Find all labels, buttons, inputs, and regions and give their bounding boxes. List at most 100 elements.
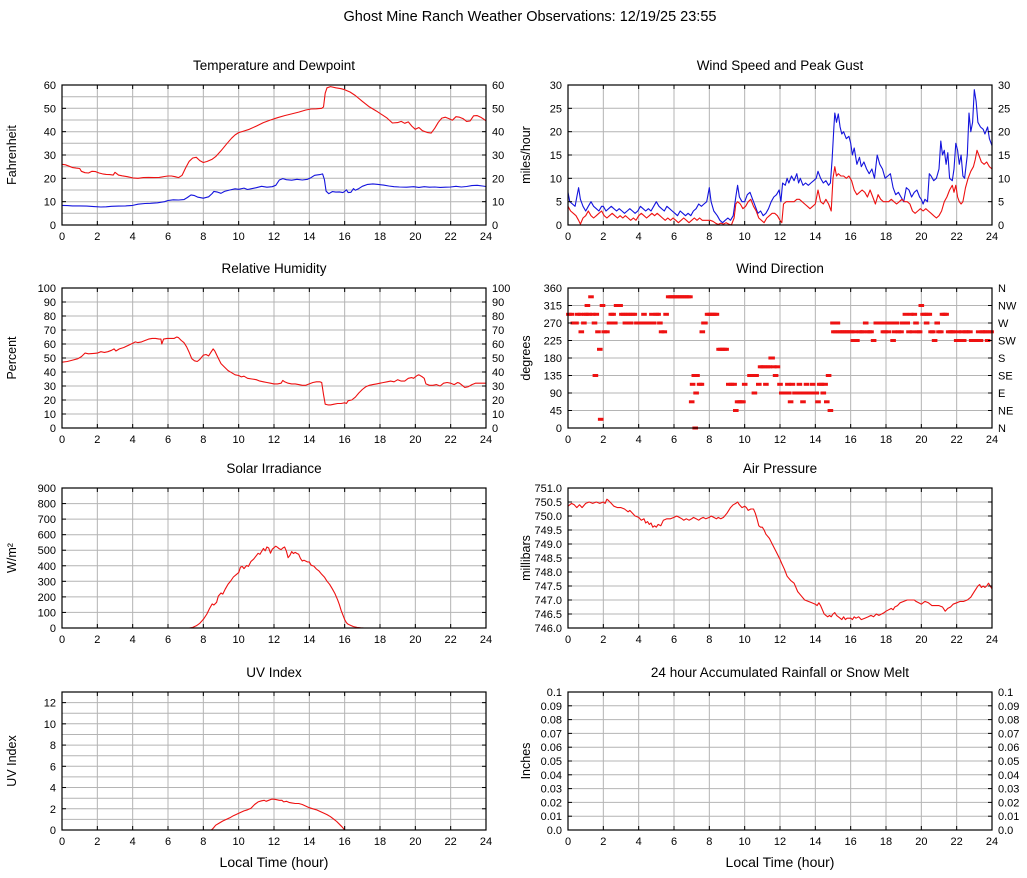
svg-text:4: 4 xyxy=(130,231,136,243)
svg-text:2: 2 xyxy=(50,804,56,816)
svg-text:10: 10 xyxy=(44,197,56,209)
svg-text:135: 135 xyxy=(544,371,562,383)
svg-text:0.06: 0.06 xyxy=(998,742,1019,754)
svg-text:UV Index: UV Index xyxy=(5,735,19,787)
svg-text:700: 700 xyxy=(38,514,56,526)
svg-text:900: 900 xyxy=(38,483,56,495)
svg-text:8: 8 xyxy=(50,740,56,752)
svg-text:10: 10 xyxy=(492,197,504,209)
svg-text:NE: NE xyxy=(998,406,1013,418)
chart-temperature-dewpoint: 0 2 4 6 8 10 12 14 16 18 20 22 24 0 10 20 30 40 50 60 0 10 20 3… xyxy=(0,52,513,252)
svg-text:20: 20 xyxy=(915,634,927,646)
svg-text:2: 2 xyxy=(94,434,100,446)
svg-text:NW: NW xyxy=(998,301,1017,313)
svg-text:10: 10 xyxy=(739,634,751,646)
svg-text:60: 60 xyxy=(44,339,56,351)
svg-text:12: 12 xyxy=(774,231,786,243)
svg-text:20: 20 xyxy=(409,434,421,446)
svg-text:30: 30 xyxy=(998,80,1010,92)
svg-text:200: 200 xyxy=(38,592,56,604)
svg-text:6: 6 xyxy=(671,836,677,848)
svg-text:90: 90 xyxy=(44,297,56,309)
svg-text:0.0: 0.0 xyxy=(998,825,1013,837)
svg-text:22: 22 xyxy=(951,434,963,446)
svg-text:4: 4 xyxy=(130,836,136,848)
svg-text:0.03: 0.03 xyxy=(998,784,1019,796)
svg-text:20: 20 xyxy=(998,127,1010,139)
svg-text:14: 14 xyxy=(303,231,315,243)
svg-text:16: 16 xyxy=(339,836,351,848)
svg-text:180: 180 xyxy=(544,353,562,365)
svg-text:Percent: Percent xyxy=(5,336,19,380)
temperature-dewpoint-plot: 0 2 4 6 8 10 12 14 16 18 20 22 240102030405060010203… xyxy=(5,80,504,243)
svg-text:0: 0 xyxy=(565,434,571,446)
svg-text:8: 8 xyxy=(200,836,206,848)
svg-text:6: 6 xyxy=(671,634,677,646)
svg-text:16: 16 xyxy=(339,434,351,446)
svg-text:50: 50 xyxy=(44,353,56,365)
chart-title: Wind Direction xyxy=(736,261,824,276)
svg-text:16: 16 xyxy=(845,434,857,446)
svg-text:16: 16 xyxy=(339,231,351,243)
svg-text:5: 5 xyxy=(998,197,1004,209)
svg-text:0.05: 0.05 xyxy=(998,756,1019,768)
chart-air-pressure: 0 2 4 6 8 10 12 14 16 18 20 22 24 746.0 746.5 747.0 747.… xyxy=(514,455,1027,655)
svg-text:10: 10 xyxy=(233,836,245,848)
svg-text:60: 60 xyxy=(492,339,504,351)
svg-text:2: 2 xyxy=(94,634,100,646)
svg-text:14: 14 xyxy=(809,434,821,446)
svg-text:20: 20 xyxy=(44,173,56,185)
svg-text:25: 25 xyxy=(550,103,562,115)
svg-text:0: 0 xyxy=(59,634,65,646)
page-title: Ghost Mine Ranch Weather Observations: 1… xyxy=(343,9,717,25)
air-pressure-plot: 0 2 4 6 8 10 12 14 16 18 20 22 24746.0746.5747.0747.… xyxy=(519,483,998,646)
svg-text:0.08: 0.08 xyxy=(541,715,562,727)
svg-text:40: 40 xyxy=(492,367,504,379)
svg-text:0: 0 xyxy=(556,220,562,232)
svg-text:10: 10 xyxy=(550,173,562,185)
svg-text:10: 10 xyxy=(233,231,245,243)
svg-text:24: 24 xyxy=(480,836,492,848)
svg-text:0: 0 xyxy=(998,220,1004,232)
svg-text:miles/hour: miles/hour xyxy=(519,126,533,184)
svg-text:14: 14 xyxy=(303,434,315,446)
svg-text:22: 22 xyxy=(445,634,457,646)
svg-text:25: 25 xyxy=(998,103,1010,115)
svg-text:0.09: 0.09 xyxy=(541,701,562,713)
svg-text:16: 16 xyxy=(845,231,857,243)
svg-text:300: 300 xyxy=(38,576,56,588)
svg-text:SE: SE xyxy=(998,371,1013,383)
svg-text:12: 12 xyxy=(774,836,786,848)
svg-text:0: 0 xyxy=(59,836,65,848)
svg-text:0.02: 0.02 xyxy=(998,797,1019,809)
svg-text:20: 20 xyxy=(492,173,504,185)
svg-text:18: 18 xyxy=(374,434,386,446)
svg-text:6: 6 xyxy=(165,434,171,446)
chart-title: UV Index xyxy=(246,665,302,680)
chart-title: Wind Speed and Peak Gust xyxy=(696,58,864,73)
svg-text:50: 50 xyxy=(44,103,56,115)
svg-text:4: 4 xyxy=(50,783,56,795)
chart-uv-index: 0 2 4 6 8 10 12 14 16 18 20 22 24 0 2 4 6 8 10 12 UV Index Lo… xyxy=(0,659,513,878)
svg-text:15: 15 xyxy=(998,150,1010,162)
svg-text:0: 0 xyxy=(565,231,571,243)
svg-text:10: 10 xyxy=(998,173,1010,185)
svg-text:16: 16 xyxy=(339,634,351,646)
chart-wind-direction: 0 2 4 6 8 10 12 14 16 18 20 22 24 0 45 90 135 180 225 270 31… xyxy=(514,255,1027,455)
svg-text:747.5: 747.5 xyxy=(534,581,562,593)
svg-text:24: 24 xyxy=(986,231,998,243)
svg-text:20: 20 xyxy=(915,231,927,243)
svg-text:0: 0 xyxy=(59,231,65,243)
svg-text:0: 0 xyxy=(50,623,56,635)
svg-text:10: 10 xyxy=(233,634,245,646)
svg-text:22: 22 xyxy=(951,634,963,646)
svg-text:20: 20 xyxy=(915,836,927,848)
svg-text:8: 8 xyxy=(706,434,712,446)
svg-text:0: 0 xyxy=(50,220,56,232)
svg-text:15: 15 xyxy=(550,150,562,162)
svg-text:0: 0 xyxy=(565,634,571,646)
svg-text:10: 10 xyxy=(492,409,504,421)
svg-text:20: 20 xyxy=(492,395,504,407)
svg-text:225: 225 xyxy=(544,336,562,348)
svg-text:22: 22 xyxy=(445,231,457,243)
